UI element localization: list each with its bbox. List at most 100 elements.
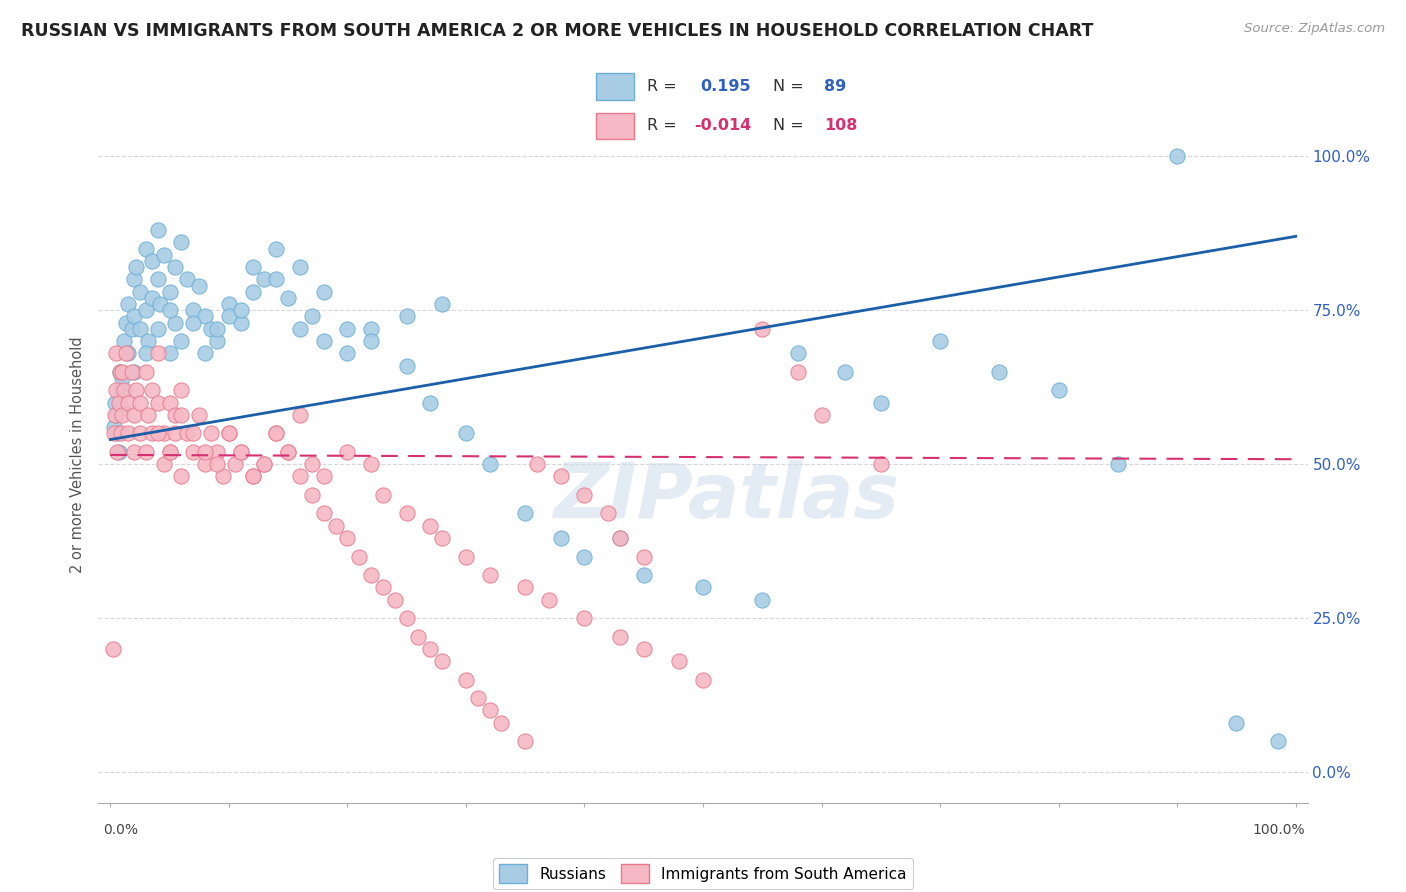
Point xyxy=(108,365,131,379)
Point xyxy=(574,611,596,625)
Point xyxy=(692,580,714,594)
Point xyxy=(751,592,773,607)
Point xyxy=(786,346,808,360)
Point xyxy=(574,488,596,502)
Point xyxy=(170,469,193,483)
Point xyxy=(312,469,335,483)
Point xyxy=(432,531,454,545)
Point xyxy=(224,457,246,471)
Point xyxy=(108,365,131,379)
Point xyxy=(200,321,222,335)
Point xyxy=(122,408,145,422)
Point xyxy=(194,445,217,459)
Point xyxy=(288,469,311,483)
Point xyxy=(107,395,129,409)
Point xyxy=(360,568,382,582)
Point xyxy=(336,346,359,360)
Point xyxy=(1225,715,1247,730)
Point xyxy=(165,426,187,441)
Point xyxy=(117,346,139,360)
Point xyxy=(122,272,145,286)
Point xyxy=(129,285,152,299)
Point xyxy=(325,518,347,533)
Point xyxy=(117,297,139,311)
Point xyxy=(336,445,359,459)
Point xyxy=(181,316,204,330)
Point xyxy=(111,365,134,379)
Point xyxy=(751,321,773,335)
Y-axis label: 2 or more Vehicles in Household: 2 or more Vehicles in Household xyxy=(70,336,86,574)
Point xyxy=(135,303,157,318)
Point xyxy=(1267,734,1289,748)
Point xyxy=(103,420,125,434)
Point xyxy=(159,445,181,459)
Point xyxy=(360,457,382,471)
Text: -0.014: -0.014 xyxy=(695,119,751,133)
Point xyxy=(194,346,217,360)
Text: RUSSIAN VS IMMIGRANTS FROM SOUTH AMERICA 2 OR MORE VEHICLES IN HOUSEHOLD CORRELA: RUSSIAN VS IMMIGRANTS FROM SOUTH AMERICA… xyxy=(21,22,1094,40)
Point xyxy=(537,592,560,607)
Point xyxy=(264,272,287,286)
Point xyxy=(526,457,548,471)
Point xyxy=(242,285,264,299)
Point xyxy=(152,426,174,441)
Text: 100.0%: 100.0% xyxy=(1253,823,1305,837)
Point xyxy=(574,549,596,564)
Point xyxy=(165,408,187,422)
FancyBboxPatch shape xyxy=(596,73,634,100)
Point xyxy=(229,303,252,318)
Text: 0.0%: 0.0% xyxy=(103,823,138,837)
Point xyxy=(181,426,204,441)
Point xyxy=(121,321,143,335)
Point xyxy=(122,310,145,324)
Point xyxy=(141,254,163,268)
Point xyxy=(609,531,631,545)
Point xyxy=(136,334,159,348)
Point xyxy=(869,395,891,409)
Text: ZIPatlas: ZIPatlas xyxy=(554,459,900,533)
Point xyxy=(194,457,217,471)
Point xyxy=(176,272,198,286)
Point xyxy=(181,445,204,459)
Text: N =: N = xyxy=(773,119,804,133)
Point xyxy=(692,673,714,687)
Point xyxy=(218,426,240,441)
Point xyxy=(834,365,856,379)
Point xyxy=(988,365,1011,379)
Point xyxy=(347,549,370,564)
Point xyxy=(371,488,394,502)
Point xyxy=(360,321,382,335)
Point xyxy=(152,457,174,471)
Point xyxy=(1166,149,1188,163)
Point xyxy=(122,365,145,379)
Point xyxy=(114,316,136,330)
Point xyxy=(419,395,441,409)
Point xyxy=(419,518,441,533)
Point xyxy=(114,334,136,348)
Point xyxy=(218,426,240,441)
Point xyxy=(146,426,169,441)
Point xyxy=(550,469,572,483)
Point xyxy=(395,507,418,521)
Point xyxy=(467,691,489,706)
Point xyxy=(288,321,311,335)
Point xyxy=(159,285,181,299)
Point xyxy=(135,242,157,256)
Point xyxy=(135,346,157,360)
Point xyxy=(312,285,335,299)
Point xyxy=(105,408,128,422)
Point xyxy=(110,426,132,441)
FancyBboxPatch shape xyxy=(596,112,634,139)
Point xyxy=(336,531,359,545)
Point xyxy=(633,568,655,582)
Point xyxy=(277,445,299,459)
Point xyxy=(146,272,169,286)
Point xyxy=(159,303,181,318)
Point xyxy=(114,384,136,398)
Point xyxy=(105,384,128,398)
Point xyxy=(515,580,537,594)
Point xyxy=(104,395,127,409)
Point xyxy=(515,734,537,748)
Point xyxy=(205,445,228,459)
Point xyxy=(111,408,134,422)
